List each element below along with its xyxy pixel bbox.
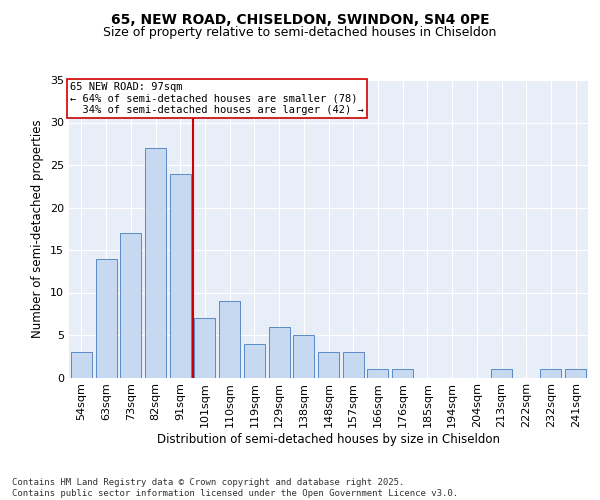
Bar [194,318,215,378]
Bar [120,233,141,378]
Bar [343,352,364,378]
Bar [145,148,166,378]
Bar [491,369,512,378]
Bar [541,369,562,378]
Bar [71,352,92,378]
Bar [318,352,339,378]
Bar [244,344,265,378]
Bar [269,326,290,378]
Text: Size of property relative to semi-detached houses in Chiseldon: Size of property relative to semi-detach… [103,26,497,39]
Bar [219,301,240,378]
Text: 65 NEW ROAD: 97sqm
← 64% of semi-detached houses are smaller (78)
  34% of semi-: 65 NEW ROAD: 97sqm ← 64% of semi-detache… [70,82,364,115]
Text: Contains HM Land Registry data © Crown copyright and database right 2025.
Contai: Contains HM Land Registry data © Crown c… [12,478,458,498]
Bar [293,335,314,378]
X-axis label: Distribution of semi-detached houses by size in Chiseldon: Distribution of semi-detached houses by … [157,433,500,446]
Text: 65, NEW ROAD, CHISELDON, SWINDON, SN4 0PE: 65, NEW ROAD, CHISELDON, SWINDON, SN4 0P… [110,12,490,26]
Bar [95,258,116,378]
Bar [170,174,191,378]
Bar [565,369,586,378]
Bar [392,369,413,378]
Bar [367,369,388,378]
Y-axis label: Number of semi-detached properties: Number of semi-detached properties [31,120,44,338]
